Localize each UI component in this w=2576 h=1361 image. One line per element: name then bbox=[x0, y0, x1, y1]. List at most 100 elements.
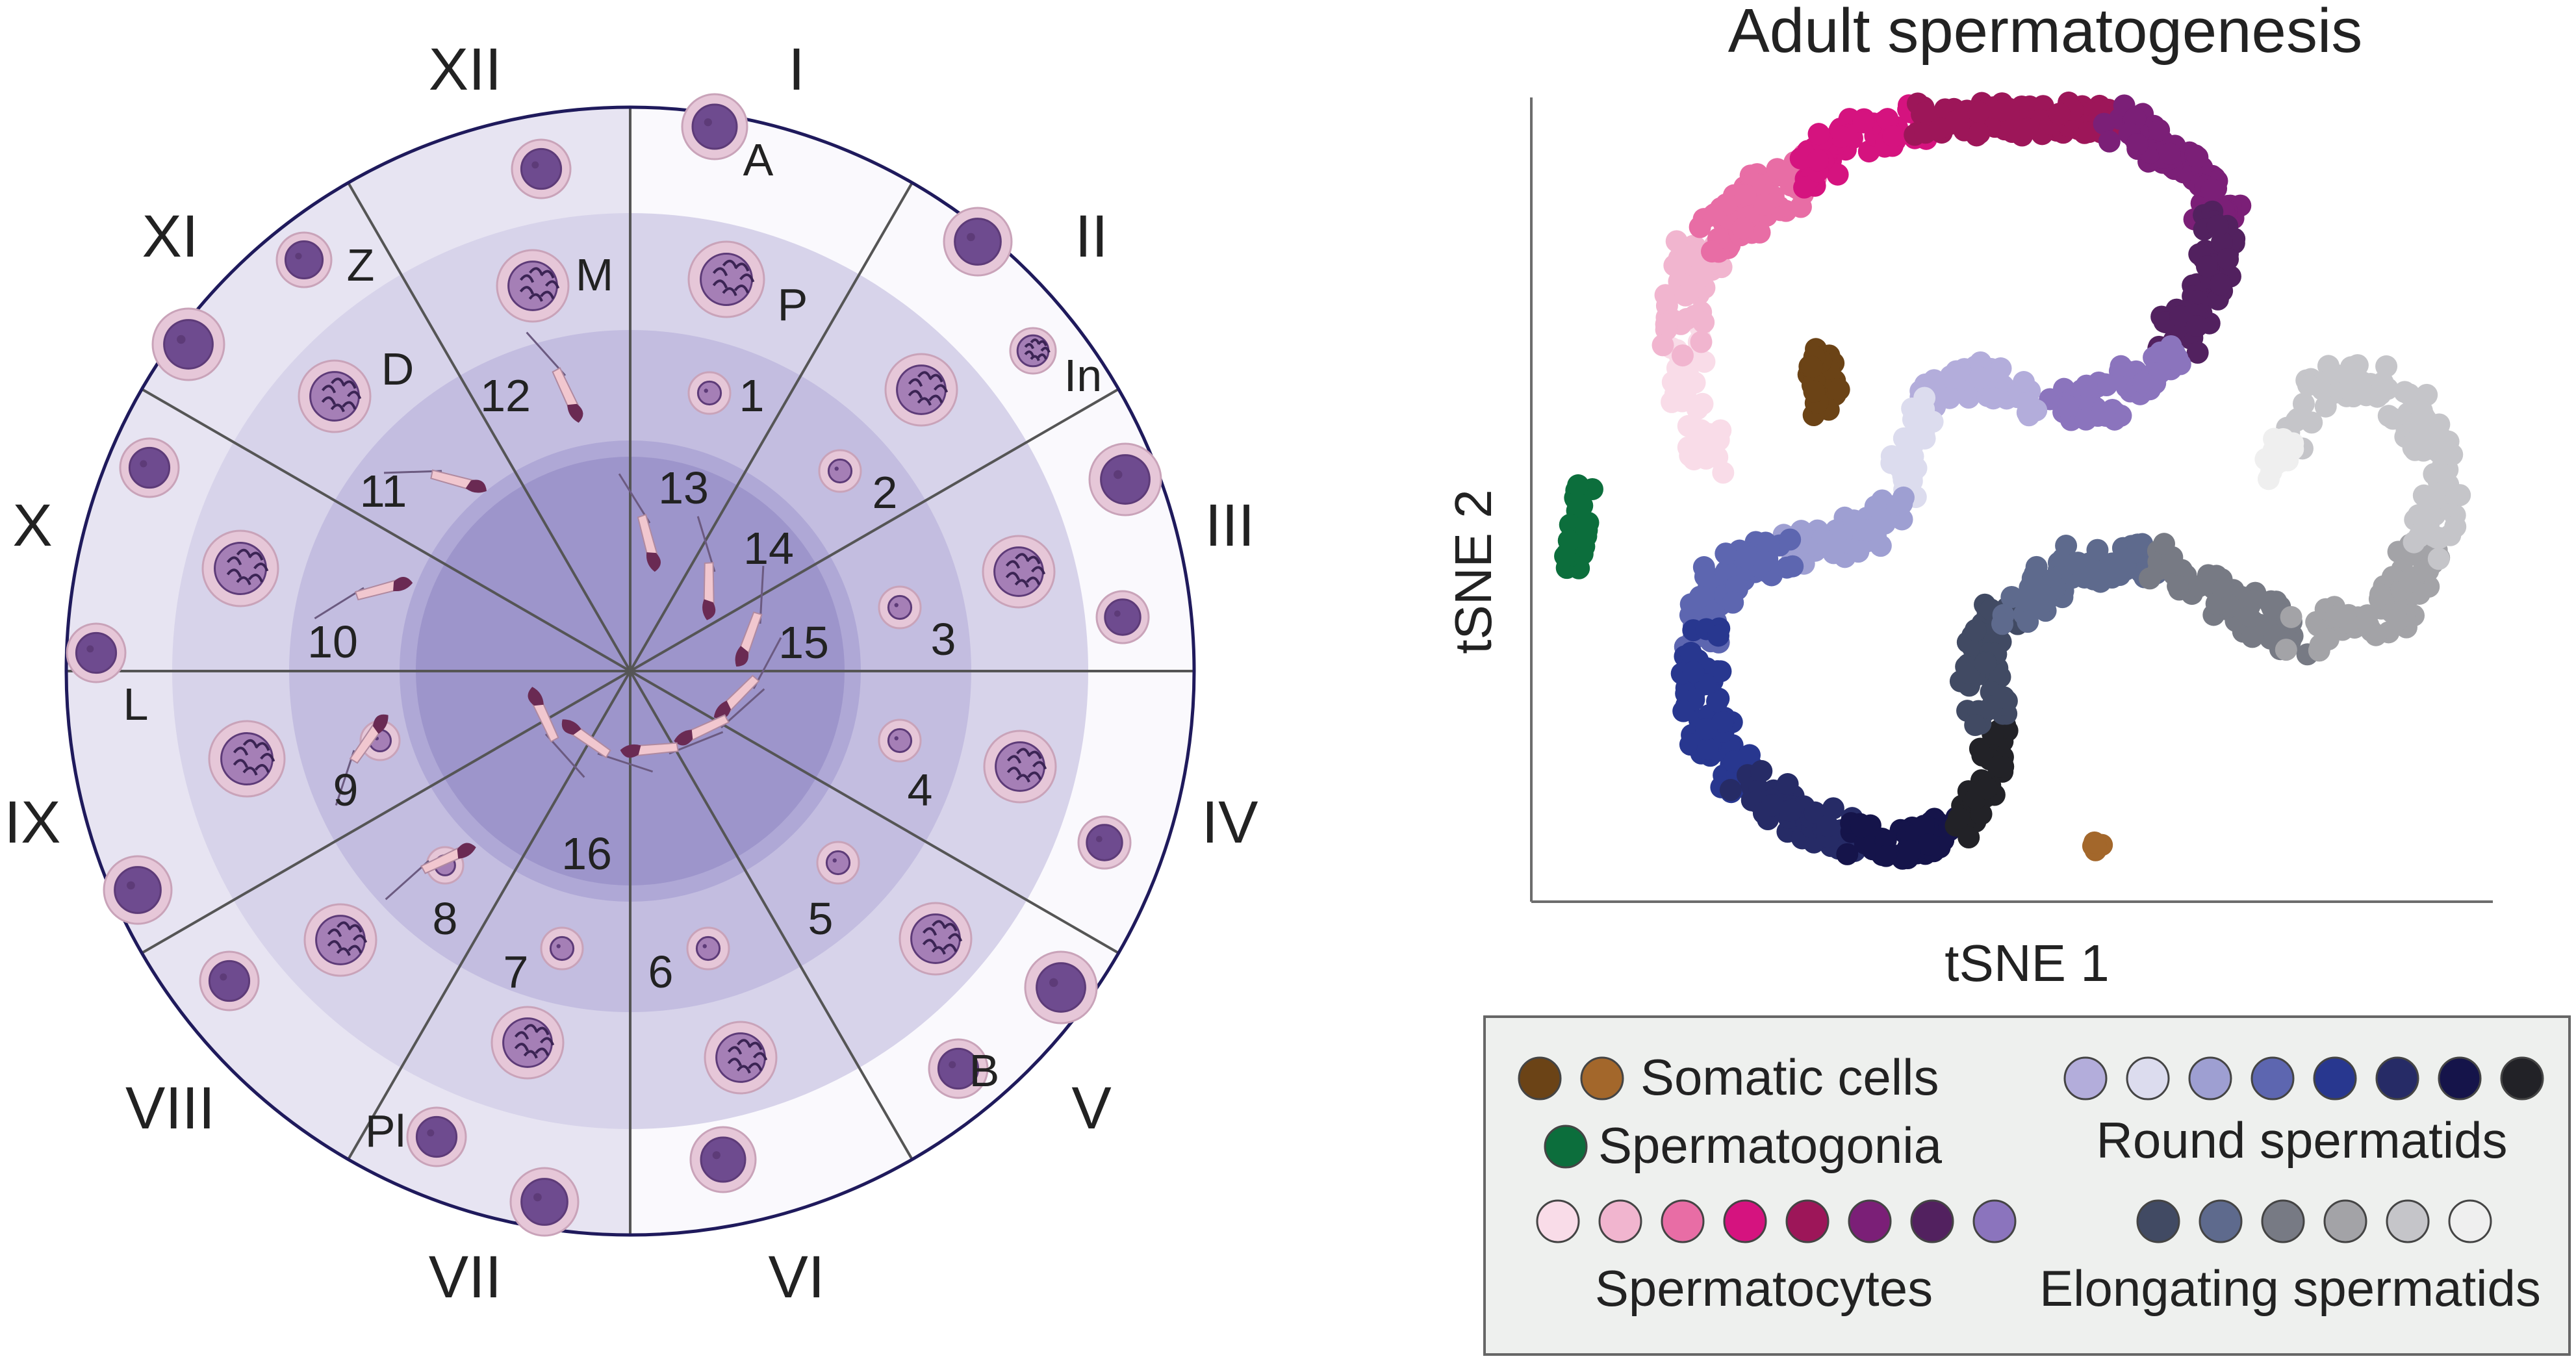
legend-swatch bbox=[2199, 1199, 2243, 1243]
spermatogonium-cell bbox=[1088, 442, 1162, 516]
spermatogonium-cell bbox=[406, 1106, 467, 1167]
legend-swatches-somatic bbox=[1518, 1056, 1624, 1100]
round-spermatid-cell bbox=[816, 841, 860, 885]
tsne-point bbox=[1968, 122, 1991, 145]
legend-swatch bbox=[1972, 1199, 2017, 1243]
tsne-point bbox=[1898, 839, 1921, 862]
tsne-point bbox=[2365, 624, 2388, 646]
tsne-point bbox=[2382, 407, 2404, 430]
round-spermatids-8 bbox=[1945, 714, 2019, 849]
tsne-point bbox=[2013, 371, 2035, 394]
somatic-2 bbox=[2082, 831, 2113, 861]
tsne-point bbox=[1828, 378, 1850, 401]
tsne-point bbox=[1875, 845, 1898, 867]
tsne-point bbox=[1654, 284, 1677, 307]
step-7: 7 bbox=[504, 947, 529, 997]
legend-swatch bbox=[2251, 1056, 2295, 1100]
legend-swatch bbox=[1544, 1125, 1588, 1169]
tsne-point bbox=[2428, 424, 2451, 446]
spermatocyte-cell bbox=[884, 353, 958, 427]
legend: Somatic cells Spermatogonia Spermatocyte… bbox=[1483, 1015, 2571, 1356]
tsne-point bbox=[2026, 594, 2049, 617]
tsne-point bbox=[1676, 308, 1698, 331]
tsne-point bbox=[2055, 535, 2078, 557]
stage-label-ii: II bbox=[1075, 203, 1108, 270]
tsne-point bbox=[1719, 779, 1742, 802]
spermatocyte-cell bbox=[704, 1021, 778, 1095]
tsne-point bbox=[1750, 759, 1773, 782]
tsne-point bbox=[1692, 311, 1715, 334]
tsne-point bbox=[1665, 230, 1688, 253]
tsne-point bbox=[1958, 826, 1980, 849]
spermatocyte-cell bbox=[201, 529, 279, 607]
tsne-point bbox=[1701, 240, 1724, 263]
tsne-point bbox=[2126, 133, 2149, 156]
x-axis-label: tSNE 1 bbox=[1945, 934, 2109, 992]
tsne-point bbox=[1807, 123, 1830, 146]
tsne-point bbox=[1850, 815, 1873, 838]
tsne-point bbox=[1677, 414, 1700, 437]
step-1: 1 bbox=[739, 370, 765, 421]
tsne-point bbox=[2108, 564, 2131, 587]
tsne-point bbox=[1651, 334, 1674, 357]
elongated-spermatid bbox=[561, 719, 654, 773]
tsne-point bbox=[1852, 111, 1874, 134]
outer-border bbox=[64, 105, 1196, 1237]
spermatogonium-cell bbox=[928, 1038, 989, 1099]
tsne-point bbox=[1884, 446, 1907, 468]
tsne-point bbox=[1817, 815, 1839, 837]
elongating-spermatids bbox=[314, 331, 782, 900]
spermatogonium-cell bbox=[151, 307, 225, 381]
stage-label-v: V bbox=[1071, 1075, 1111, 1141]
tsne-point bbox=[2375, 355, 2398, 377]
tsne-point bbox=[1776, 556, 1798, 579]
step-15: 15 bbox=[778, 617, 829, 668]
tsne-point bbox=[1874, 829, 1897, 852]
tsne-point bbox=[1695, 718, 1718, 741]
tsne-point bbox=[2355, 384, 2378, 407]
spermatogonium-cell bbox=[103, 855, 173, 925]
tsne-point bbox=[2317, 628, 2340, 651]
spermatocyte-cell bbox=[491, 1006, 565, 1080]
tsne-point bbox=[2057, 394, 2080, 417]
stage-divider bbox=[141, 388, 631, 672]
tsne-point bbox=[1923, 369, 1946, 392]
tsne-point bbox=[1969, 351, 1992, 374]
step-10: 10 bbox=[307, 617, 358, 667]
spermatogonium-cell bbox=[1024, 950, 1098, 1024]
elongated-spermatid bbox=[674, 688, 765, 746]
tsne-point bbox=[1991, 613, 2014, 635]
tsne-point bbox=[1683, 448, 1705, 471]
cell-label-z: Z bbox=[347, 240, 375, 290]
elongating-6 bbox=[2276, 354, 2399, 460]
tsne-point bbox=[1669, 253, 1692, 275]
tsne-point bbox=[1964, 714, 1987, 737]
tsne-point bbox=[1779, 799, 1802, 822]
stage-label-vi: VI bbox=[769, 1244, 825, 1310]
tsne-point bbox=[1761, 794, 1783, 817]
tsne-point bbox=[2259, 627, 2282, 650]
spermatogonium-cell bbox=[275, 231, 333, 288]
spermatogonium-cell bbox=[943, 207, 1013, 277]
tsne-point bbox=[1738, 744, 1761, 767]
tsne-point bbox=[1683, 372, 1706, 394]
elongated-spermatid bbox=[383, 469, 487, 493]
tsne-point bbox=[2314, 395, 2337, 418]
stage-divider bbox=[629, 670, 913, 1160]
tsne-point bbox=[2195, 255, 2218, 278]
elongated-spermatid bbox=[314, 577, 413, 620]
legend-swatch bbox=[2438, 1056, 2482, 1100]
tsne-point bbox=[2138, 567, 2161, 590]
step-2: 2 bbox=[873, 467, 898, 518]
spermatocyte-cell bbox=[982, 535, 1056, 609]
elongated-spermatid bbox=[618, 473, 661, 572]
step-14: 14 bbox=[743, 523, 794, 574]
tsne-point bbox=[2169, 353, 2191, 375]
tsne-point bbox=[2217, 248, 2239, 270]
tsne-point bbox=[2064, 553, 2087, 576]
tsne-point bbox=[1982, 387, 2005, 410]
tsne-point bbox=[1571, 494, 1594, 517]
tsne-point bbox=[1672, 700, 1695, 722]
tsne-point bbox=[2275, 639, 2297, 661]
